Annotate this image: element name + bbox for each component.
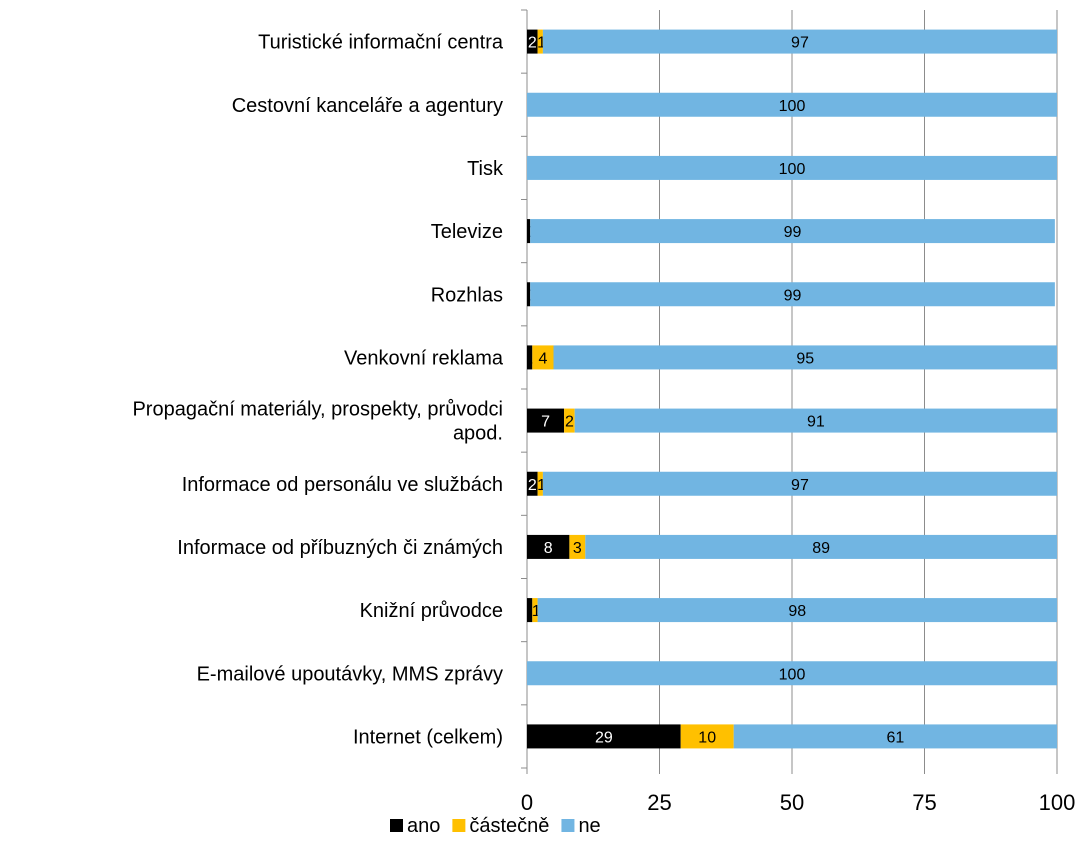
data-label: 1 <box>527 350 536 367</box>
legend-swatch-ano <box>390 819 403 832</box>
category-label: Turistické informační centra <box>258 32 504 54</box>
data-label: 100 <box>779 161 806 178</box>
data-label: 100 <box>779 98 806 115</box>
data-label: 4 <box>538 350 547 367</box>
bar-ano-0 <box>527 29 538 54</box>
category-label: Informace od personálu ve službách <box>182 474 503 496</box>
data-label: 2 <box>565 414 574 431</box>
data-label: 1 <box>537 35 546 52</box>
bar-ne-7 <box>542 471 1057 496</box>
bar-ano-8 <box>527 534 570 559</box>
data-label: 97 <box>791 477 809 494</box>
data-label: 95 <box>796 350 814 367</box>
data-label: 10 <box>698 729 716 746</box>
data-label: 89 <box>812 540 830 557</box>
data-label: 61 <box>886 729 904 746</box>
data-label: 1 <box>537 477 546 494</box>
bar-ne-0 <box>542 29 1057 54</box>
data-label: 2 <box>528 477 537 494</box>
category-label: E-mailové upoutávky, MMS zprávy <box>197 663 503 685</box>
bar-ne-9 <box>537 598 1057 623</box>
data-label: 1 <box>532 603 541 620</box>
data-label: 1 <box>527 603 536 620</box>
legend-swatch-částečně <box>452 819 466 832</box>
category-label: Propagační materiály, prospekty, průvodc… <box>132 399 503 421</box>
data-label: 100 <box>779 666 806 683</box>
data-label: 2 <box>528 35 537 52</box>
bar-částečně-11 <box>680 724 734 749</box>
data-label: 98 <box>788 603 806 620</box>
bar-částečně-5 <box>532 345 554 370</box>
bar-ano-4 <box>527 282 531 307</box>
x-tick-label: 50 <box>780 790 804 815</box>
data-label: 91 <box>807 414 825 431</box>
bar-ne-6 <box>574 408 1057 433</box>
data-label: 8 <box>544 540 553 557</box>
data-label: 3 <box>573 540 582 557</box>
bar-částečně-6 <box>564 408 575 433</box>
bar-částečně-9 <box>532 598 538 623</box>
bar-ne-8 <box>585 534 1057 559</box>
category-label: Cestovní kanceláře a agentury <box>232 95 503 117</box>
bar-částečně-8 <box>569 534 586 559</box>
data-label: 97 <box>791 35 809 52</box>
category-label: Knižní průvodce <box>360 600 503 622</box>
legend-label: částečně <box>469 815 549 837</box>
category-label: apod. <box>453 423 503 445</box>
bar-ano-3 <box>527 219 531 244</box>
x-tick-label: 0 <box>521 790 533 815</box>
category-label: Internet (celkem) <box>353 726 503 748</box>
x-tick-label: 100 <box>1039 790 1076 815</box>
bar-ano-7 <box>527 471 538 496</box>
x-tick-label: 75 <box>912 790 936 815</box>
bar-ano-9 <box>527 598 533 623</box>
bar-ne-11 <box>733 724 1057 749</box>
bar-ne-4 <box>530 282 1055 307</box>
bar-ne-1 <box>527 92 1057 117</box>
category-label: Venkovní reklama <box>344 347 504 369</box>
category-label: Rozhlas <box>431 284 503 306</box>
data-label: 7 <box>541 414 550 431</box>
bar-ne-2 <box>527 155 1057 180</box>
bar-ne-3 <box>530 219 1055 244</box>
data-label: 99 <box>784 287 802 304</box>
legend-label: ne <box>578 815 600 837</box>
bar-ano-11 <box>527 724 681 749</box>
legend-label: ano <box>407 815 440 837</box>
bar-částečně-7 <box>537 471 543 496</box>
bar-ne-5 <box>553 345 1057 370</box>
data-label: 29 <box>595 729 613 746</box>
bar-částečně-0 <box>537 29 543 54</box>
data-label: 99 <box>784 224 802 241</box>
category-label: Televize <box>431 221 503 243</box>
bar-ano-5 <box>527 345 533 370</box>
x-tick-label: 25 <box>647 790 671 815</box>
legend-swatch-ne <box>561 819 575 832</box>
category-label: Tisk <box>467 158 504 180</box>
category-label: Informace od příbuzných či známých <box>177 537 503 559</box>
bar-ano-6 <box>527 408 565 433</box>
bar-ne-10 <box>527 661 1057 686</box>
